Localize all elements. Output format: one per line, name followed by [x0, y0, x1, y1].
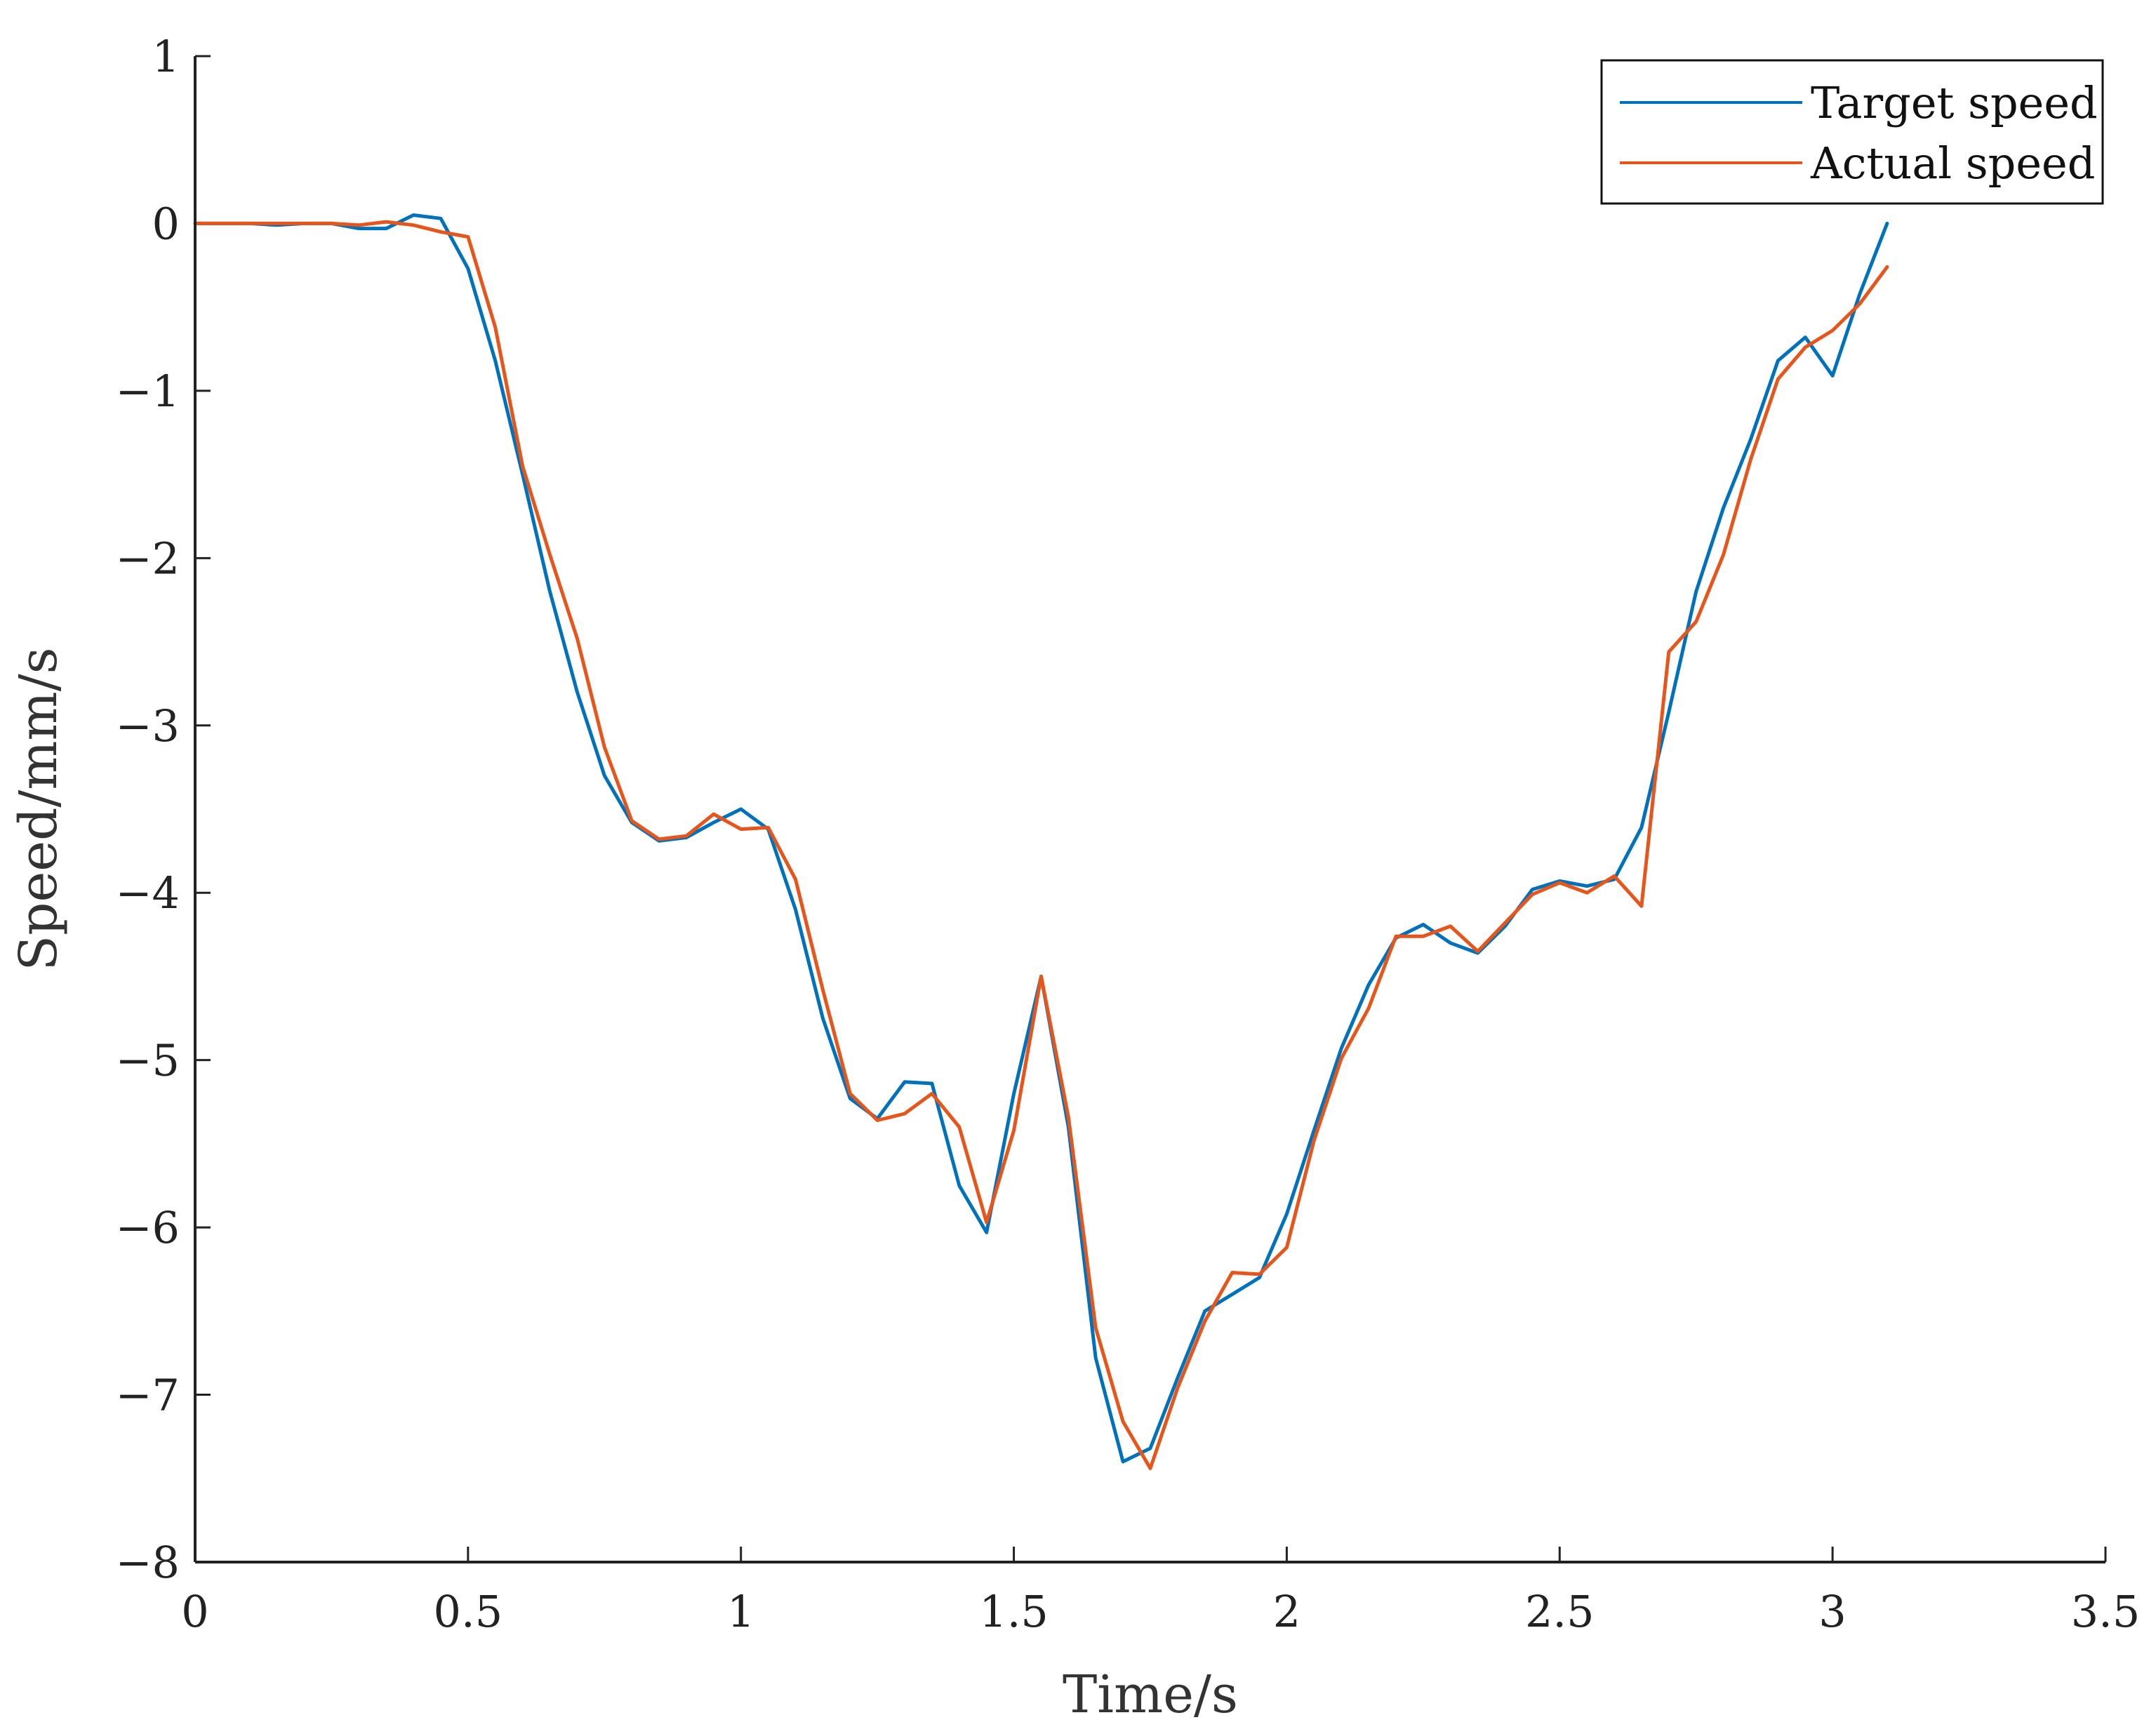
y-tick-label: −4: [116, 867, 180, 919]
x-tick-label: 3.5: [2071, 1586, 2141, 1637]
legend-label-actual-speed: Actual speed: [1810, 138, 2095, 189]
series-layer: [193, 213, 1889, 1470]
legend-box: [1600, 59, 2104, 205]
x-tick-label: 1.5: [979, 1586, 1049, 1637]
x-tick-label: 0.5: [434, 1586, 503, 1637]
ticks-layer: 0 0.5 1 1.5 2 2.5 3 3.5 1 0 −1 −2 −3 −4 −5 −6 −7 −8: [116, 31, 2141, 1637]
x-tick-label: 0: [181, 1586, 208, 1637]
legend: Target speed Actual speed: [1600, 59, 2104, 205]
y-tick-label: −6: [116, 1202, 180, 1253]
x-tick-label: 3: [1818, 1586, 1846, 1637]
x-axis-title: Time/s: [1063, 1665, 1238, 1725]
x-tick-label: 2: [1273, 1586, 1300, 1637]
axes-layer: [194, 56, 2105, 1563]
y-tick-label: 0: [152, 198, 180, 249]
plot-area: [195, 56, 2105, 1562]
y-tick-label: 1: [152, 31, 180, 82]
y-axis-title: Speed/mm/s: [8, 647, 69, 971]
legend-label-target-speed: Target speed: [1811, 77, 2098, 128]
y-tick-label: −8: [116, 1537, 180, 1588]
x-tick-label: 2.5: [1525, 1586, 1595, 1637]
y-tick-label: −1: [116, 366, 180, 417]
x-tick-label: 1: [727, 1586, 754, 1637]
y-tick-label: −5: [116, 1035, 180, 1086]
y-tick-label: −7: [116, 1370, 180, 1421]
series-line-actual-speed: [193, 220, 1889, 1470]
y-tick-label: −3: [116, 700, 180, 752]
y-tick-label: −2: [116, 533, 180, 584]
